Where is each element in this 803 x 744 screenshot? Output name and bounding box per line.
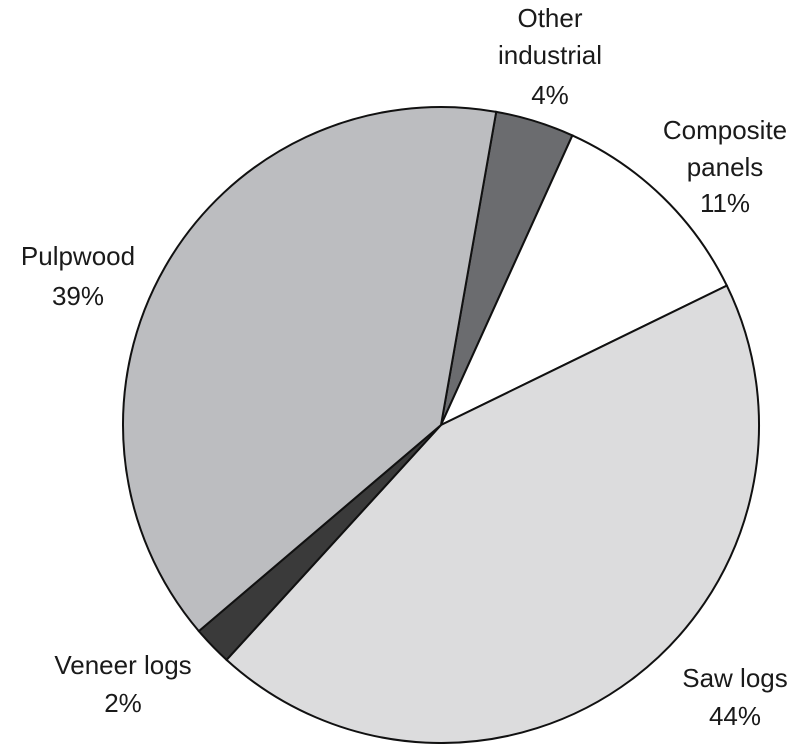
slice-value-label: 2% (104, 688, 142, 718)
slice-label: Composite panels (663, 115, 787, 182)
slice-label: Pulpwood (21, 241, 135, 271)
slice-label: Veneer logs (54, 650, 191, 680)
slice-value-label: 11% (700, 188, 750, 218)
slice-label: Saw logs (682, 663, 788, 693)
slice-value-label: 39% (52, 281, 104, 311)
pie-slice (438, 134, 729, 428)
slice-value-label: 44% (709, 701, 761, 731)
pie-slice (122, 106, 498, 633)
slice-value-label: 4% (531, 80, 569, 110)
slice-label: Other industrial (498, 3, 602, 70)
pie-slice (225, 284, 760, 744)
